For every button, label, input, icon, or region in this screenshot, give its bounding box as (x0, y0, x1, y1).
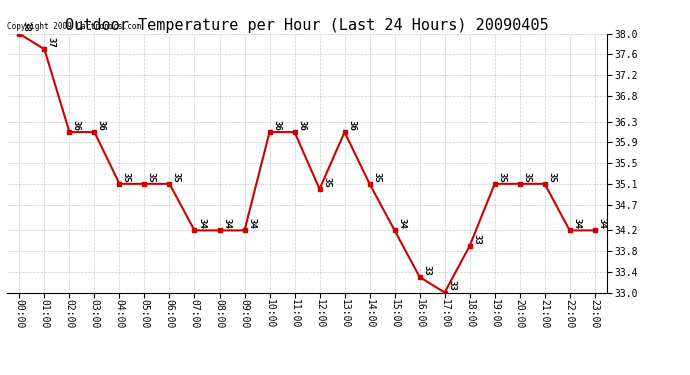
Text: 33: 33 (447, 280, 456, 291)
Title: Outdoor Temperature per Hour (Last 24 Hours) 20090405: Outdoor Temperature per Hour (Last 24 Ho… (66, 18, 549, 33)
Text: 33: 33 (422, 265, 431, 275)
Text: 35: 35 (522, 171, 531, 182)
Text: 36: 36 (72, 120, 81, 130)
Text: 36: 36 (97, 120, 106, 130)
Text: 33: 33 (472, 234, 481, 244)
Text: 35: 35 (372, 171, 381, 182)
Text: 35: 35 (547, 171, 556, 182)
Text: 34: 34 (572, 218, 581, 229)
Text: 37: 37 (47, 37, 56, 48)
Text: 35: 35 (147, 171, 156, 182)
Text: 38: 38 (22, 21, 31, 32)
Text: 35: 35 (497, 171, 506, 182)
Text: 34: 34 (598, 218, 607, 229)
Text: 36: 36 (347, 120, 356, 130)
Text: 34: 34 (222, 218, 231, 229)
Text: 35: 35 (322, 177, 331, 188)
Text: 36: 36 (297, 120, 306, 130)
Text: 36: 36 (272, 120, 281, 130)
Text: 34: 34 (397, 218, 406, 229)
Text: 35: 35 (122, 171, 131, 182)
Text: Copyright 2009 Cartronics.com: Copyright 2009 Cartronics.com (7, 22, 141, 31)
Text: 34: 34 (247, 218, 256, 229)
Text: 35: 35 (172, 171, 181, 182)
Text: 34: 34 (197, 218, 206, 229)
